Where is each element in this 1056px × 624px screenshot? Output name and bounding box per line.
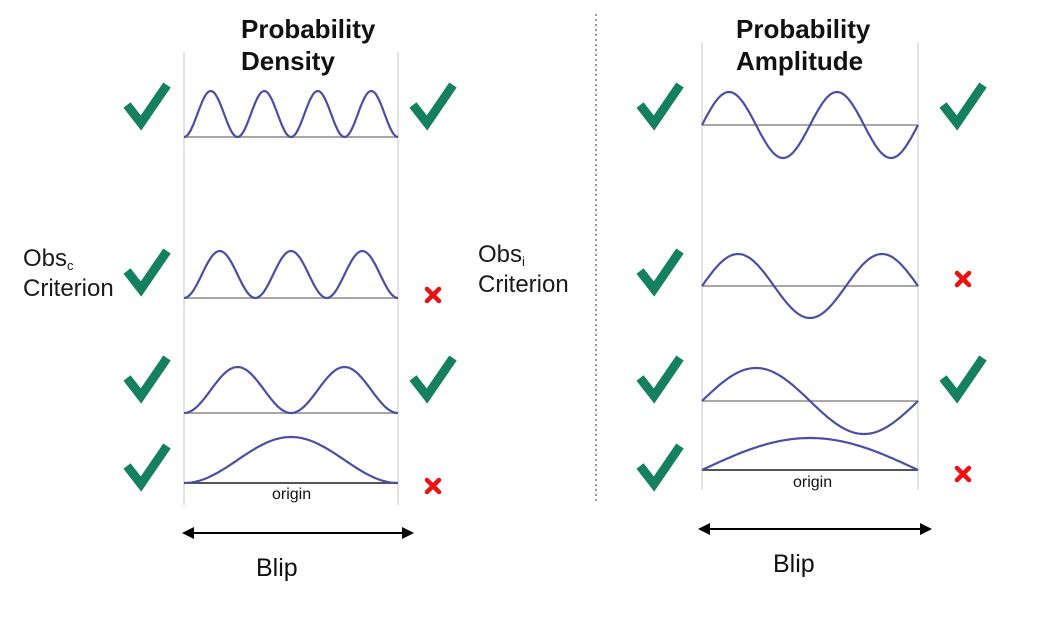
density-wave-n4 [183,89,399,139]
amplitude-row-2-left-check-icon [636,248,684,297]
density-row-1-right-check-icon [409,82,457,131]
amplitude-row-1-right-check-icon [939,82,987,131]
density-row-4: origin [184,435,398,503]
amplitude-wave-n1 [701,436,919,472]
density-row-4-left-check-icon [123,443,171,492]
svg-text:Obsi: Obsi [478,241,525,269]
density-blip-arrow [182,527,414,539]
density-wave-n2 [183,365,399,415]
density-row-2-right-cross-icon [424,286,442,304]
obs-c-criterion-text: Criterion [23,275,114,302]
density-blip-label: Blip [256,554,298,582]
amplitude-row-2-right-cross-icon [954,270,972,288]
criterion-marks [123,82,987,495]
amplitude-wave-n4 [701,90,919,160]
density-origin-label: origin [272,486,311,503]
svg-text:Obsc: Obsc [23,245,74,273]
density-row-1 [183,89,399,139]
amplitude-row-3-right-check-icon [939,355,987,404]
obs-i-subscript: i [522,254,525,269]
density-row-2-left-check-icon [123,248,171,297]
amplitude-row-4-left-check-icon [636,443,684,492]
density-row-2 [183,249,399,300]
obs-c-subscript: c [67,258,74,273]
amplitude-arrow-right-head [920,523,932,535]
density-row-1-left-check-icon [123,82,171,131]
amplitude-arrow-left-head [698,523,710,535]
density-row-3-right-check-icon [409,355,457,404]
amplitude-row-3-left-check-icon [636,355,684,404]
amplitude-wave-n2 [701,366,919,436]
amplitude-origin-label: origin [793,474,832,491]
amplitude-row-1-left-check-icon [636,82,684,131]
amplitude-blip-arrow [698,523,932,535]
density-arrow-right-head [402,527,414,539]
obs-c-main: Obs [23,245,67,272]
density-title-line2: Density [241,46,335,76]
density-row-3-left-check-icon [123,355,171,404]
amplitude-wave-n3 [701,252,919,320]
amplitude-blip-label: Blip [773,550,815,578]
density-row-4-right-cross-icon [424,477,442,495]
amplitude-row-4-right-cross-icon [954,465,972,483]
amplitude-title-line2: Amplitude [736,46,863,76]
amplitude-row-3 [701,366,919,436]
obs-c-criterion-label: Obsc Criterion [23,245,114,302]
amplitude-title-line1: Probability [736,14,871,44]
density-title-line1: Probability [241,14,376,44]
amplitude-row-2 [701,252,919,320]
amplitude-row-1 [701,90,919,160]
density-row-3 [183,365,399,415]
obs-i-criterion-text: Criterion [478,271,569,298]
obs-i-main: Obs [478,241,522,268]
density-wave-n3 [183,249,399,300]
amplitude-row-4: origin [701,436,919,491]
density-wave-n1 [184,435,398,485]
density-arrow-left-head [182,527,194,539]
obs-i-criterion-label: Obsi Criterion [478,241,569,298]
